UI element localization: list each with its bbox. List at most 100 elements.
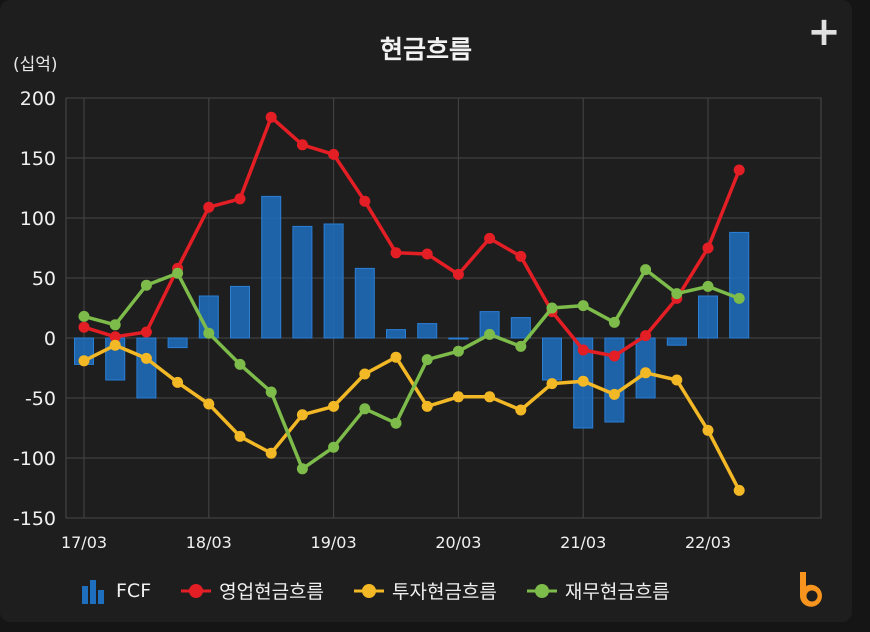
line-dot-icon [526,583,557,598]
fcf-bar [698,295,718,339]
y-tick-label: 150 [20,148,56,170]
series-point-1 [203,398,215,410]
series-point-0 [640,330,652,342]
series-point-1 [515,404,527,416]
legend-item-investing[interactable]: 투자현금흐름 [354,577,497,604]
x-tick-label: 21/03 [560,533,606,552]
legend-item-operating[interactable]: 영업현금흐름 [181,577,324,604]
y-tick-label: 100 [20,208,56,230]
series-point-0 [515,250,527,262]
y-tick-label: 0 [44,328,56,350]
series-point-0 [733,164,745,176]
y-axis-unit: (십억) [13,55,58,75]
line-dot-icon [181,583,212,598]
fcf-bar [354,267,375,339]
series-point-2 [608,316,620,328]
series-point-2 [234,358,246,370]
series-point-2 [172,267,184,279]
series-point-2 [359,403,371,415]
series-point-1 [359,368,371,380]
series-point-1 [733,484,745,496]
legend-item-fcf[interactable]: FCF [80,578,151,604]
fcf-bar [729,231,750,339]
series-point-2 [203,327,215,339]
series-point-1 [546,378,558,390]
series-point-1 [484,391,496,403]
series-point-1 [140,352,152,364]
series-point-0 [203,201,215,213]
brand-logo-icon [800,572,822,607]
fcf-bar [666,337,687,346]
series-point-1 [109,339,121,351]
x-tick-label: 18/03 [186,533,232,552]
fcf-bar [167,337,188,349]
series-point-1 [608,388,620,400]
series-point-2 [577,300,589,312]
series-point-1 [577,375,589,387]
series-point-0 [78,321,90,333]
series-point-1 [296,409,308,421]
series-point-0 [109,331,121,343]
series-point-2 [328,441,340,453]
series-line-2 [83,267,740,471]
fcf-bar [261,195,282,339]
y-tick-label: -100 [13,448,56,470]
series-point-2 [109,319,121,331]
plus-icon[interactable]: + [807,9,841,55]
series-point-2 [78,310,90,322]
y-tick-label: 200 [20,88,56,110]
series-point-2 [390,417,402,429]
line-dot-icon [354,583,385,598]
fcf-bar [448,337,469,340]
legend-label-operating: 영업현금흐름 [219,581,325,603]
series-point-0 [390,247,402,259]
fcf-bar [292,225,313,339]
legend-label-financing: 재무현금흐름 [564,581,670,603]
fcf-bar [136,337,157,399]
series-point-1 [702,424,714,436]
fcf-bar [386,329,406,339]
y-tick-label: -50 [25,388,56,410]
series-point-1 [421,400,433,412]
series-point-1 [172,376,184,388]
series-point-2 [640,264,652,276]
series-point-0 [328,148,340,160]
bar-chart-icon [82,579,104,604]
y-tick-label: 50 [32,268,56,290]
fcf-bar [510,317,531,339]
series-point-1 [640,367,652,379]
series-point-1 [671,374,683,386]
series-point-2 [484,328,496,340]
series-point-0 [452,268,464,280]
series-point-2 [421,354,433,366]
series-point-2 [515,340,527,352]
series-point-0 [265,111,277,123]
series-point-0 [359,195,371,207]
series-point-0 [296,139,308,151]
legend-label-fcf: FCF [116,579,152,602]
fcf-bar [542,337,562,381]
fcf-bar [604,337,625,423]
series-point-2 [702,280,714,292]
fcf-bar [323,223,344,339]
series-point-1 [452,391,464,403]
series-point-2 [733,292,745,304]
series-point-2 [265,386,277,398]
series-point-1 [328,400,340,412]
series-line-1 [83,343,741,492]
x-tick-label: 22/03 [685,533,731,552]
series-point-0 [608,350,620,362]
series-point-1 [78,355,90,367]
legend-item-financing[interactable]: 재무현금흐름 [526,577,670,604]
fcf-bar [417,323,438,339]
legend-label-investing: 투자현금흐름 [392,581,497,603]
x-tick-label: 17/03 [61,533,107,552]
legend: FCF 영업현금흐름 투자현금흐름 재무현금흐름 [80,577,700,604]
series-point-0 [577,344,589,356]
series-point-1 [234,430,246,442]
series-point-0 [140,326,152,338]
series-point-1 [390,351,402,363]
series-point-2 [296,463,308,475]
chart-title: 현금흐름 [379,35,472,64]
series-point-2 [140,279,152,291]
